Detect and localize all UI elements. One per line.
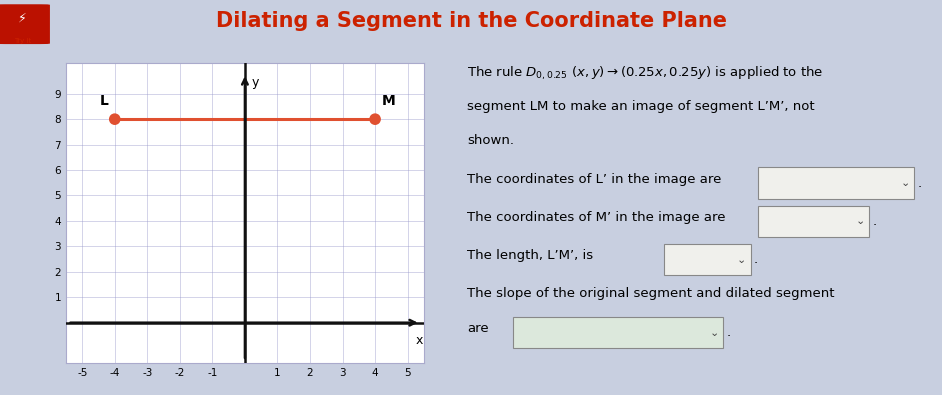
Point bbox=[107, 116, 122, 122]
Point bbox=[367, 116, 382, 122]
Text: L: L bbox=[99, 94, 108, 108]
Text: The rule $D_{0,0.25}$ $(x, y) \rightarrow (0.25x, 0.25y)$ is applied to the: The rule $D_{0,0.25}$ $(x, y) \rightarro… bbox=[467, 65, 823, 82]
Text: The slope of the original segment and dilated segment: The slope of the original segment and di… bbox=[467, 287, 835, 300]
FancyBboxPatch shape bbox=[0, 4, 50, 44]
Text: .: . bbox=[754, 253, 758, 266]
Text: segment LM to make an image of segment L’M’, not: segment LM to make an image of segment L… bbox=[467, 100, 815, 113]
Text: .: . bbox=[918, 177, 921, 190]
Text: ⌄: ⌄ bbox=[855, 216, 865, 226]
Text: ⌄: ⌄ bbox=[737, 255, 746, 265]
FancyBboxPatch shape bbox=[663, 244, 751, 275]
Text: .: . bbox=[872, 215, 877, 228]
Text: M: M bbox=[382, 94, 396, 108]
Text: Dilating a Segment in the Coordinate Plane: Dilating a Segment in the Coordinate Pla… bbox=[216, 11, 726, 31]
Text: The coordinates of L’ in the image are: The coordinates of L’ in the image are bbox=[467, 173, 722, 186]
Text: The length, L’M’, is: The length, L’M’, is bbox=[467, 249, 593, 262]
FancyBboxPatch shape bbox=[757, 167, 914, 199]
Text: are: are bbox=[467, 322, 489, 335]
Text: shown.: shown. bbox=[467, 134, 514, 147]
Text: Try It: Try It bbox=[14, 38, 31, 43]
Text: y: y bbox=[252, 76, 259, 89]
Text: .: . bbox=[727, 326, 731, 339]
Text: The coordinates of M’ in the image are: The coordinates of M’ in the image are bbox=[467, 211, 725, 224]
Text: ⌄: ⌄ bbox=[710, 327, 719, 338]
Text: ⌄: ⌄ bbox=[901, 178, 910, 188]
Text: x: x bbox=[415, 334, 423, 347]
FancyBboxPatch shape bbox=[757, 205, 869, 237]
FancyBboxPatch shape bbox=[512, 317, 723, 348]
Text: ⚡: ⚡ bbox=[18, 11, 27, 24]
